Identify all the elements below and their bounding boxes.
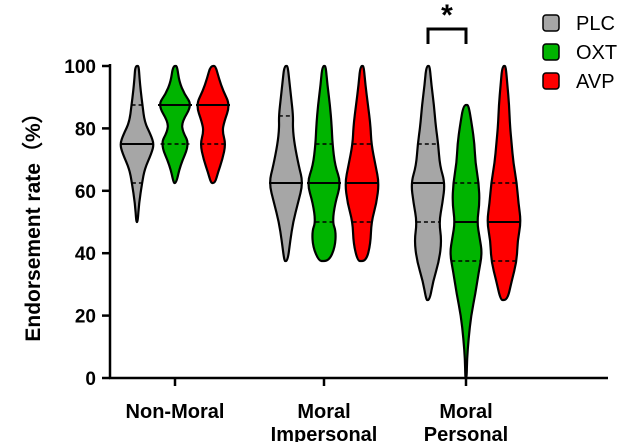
- legend-label-avp: AVP: [576, 71, 615, 93]
- legend-swatch-plc: [542, 14, 560, 32]
- violin-avp: [344, 64, 380, 263]
- violin-oxt: [307, 64, 341, 263]
- y-axis-title: Endorsement rate（%）: [21, 102, 45, 341]
- legend-label-oxt: OXT: [576, 42, 617, 64]
- legend: PLC OXT AVP: [542, 13, 617, 93]
- violin-avp: [196, 64, 230, 185]
- violin-oxt: [159, 64, 191, 185]
- x-category-label: Personal: [424, 424, 508, 442]
- y-tick-label: 80: [75, 119, 96, 140]
- x-category-label: Moral: [297, 401, 350, 423]
- y-tick-label: 40: [75, 244, 96, 265]
- x-category-label: Non-Moral: [126, 401, 225, 423]
- violins: [119, 64, 522, 380]
- x-category-label: Impersonal: [271, 424, 378, 442]
- y-tick-label: 0: [85, 369, 96, 390]
- y-tick-label: 100: [64, 57, 96, 78]
- legend-label-plc: PLC: [576, 13, 615, 35]
- violin-oxt: [449, 103, 483, 380]
- significance-bracket: [426, 27, 468, 44]
- violin-avp: [486, 64, 522, 302]
- significance-annotations: *: [426, 0, 468, 44]
- significance-star: *: [441, 0, 453, 32]
- legend-swatch-oxt: [542, 43, 560, 61]
- violin-plc: [269, 64, 303, 263]
- x-category-label: Moral: [439, 401, 492, 423]
- y-tick-label: 20: [75, 307, 96, 328]
- y-tick-label: 60: [75, 182, 96, 203]
- legend-swatch-avp: [542, 72, 560, 90]
